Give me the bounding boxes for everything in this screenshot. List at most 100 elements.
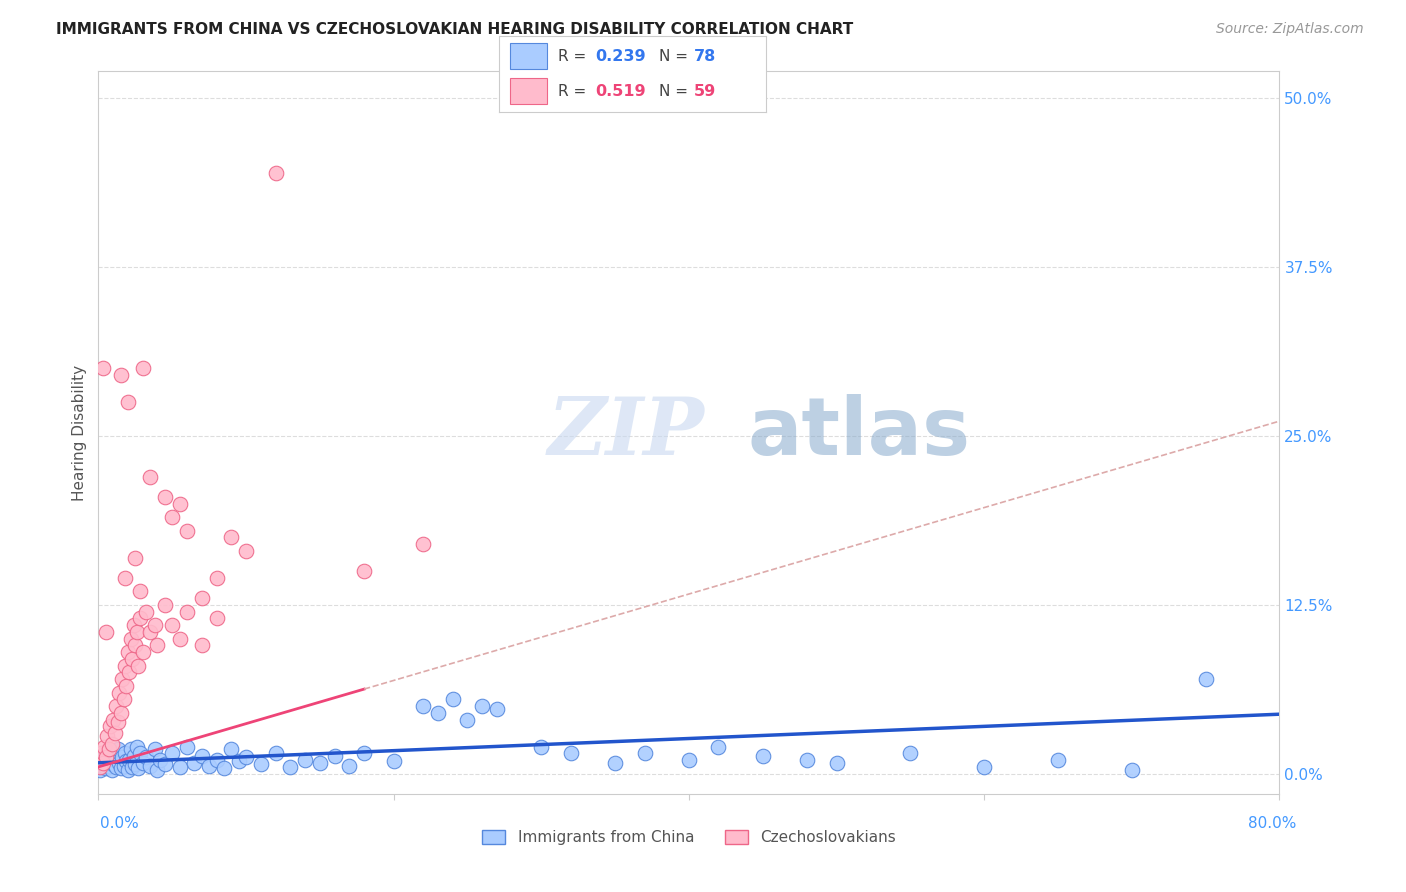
Point	[530, 739, 553, 754]
Text: atlas: atlas	[748, 393, 972, 472]
Point	[294, 753, 316, 767]
Point	[1121, 763, 1143, 777]
Point	[127, 658, 149, 673]
Point	[221, 742, 243, 756]
Point	[143, 742, 166, 756]
Text: N =: N =	[659, 84, 693, 98]
Point	[132, 645, 155, 659]
Point	[91, 760, 114, 774]
Point	[96, 729, 118, 743]
Point	[125, 624, 148, 639]
Point	[120, 742, 142, 756]
Legend: Immigrants from China, Czechoslovakians: Immigrants from China, Czechoslovakians	[477, 824, 901, 851]
Point	[412, 537, 434, 551]
Point	[412, 699, 434, 714]
Point	[678, 753, 700, 767]
Point	[900, 747, 922, 761]
Point	[104, 753, 127, 767]
Point	[117, 763, 139, 777]
Point	[120, 632, 142, 646]
Point	[89, 763, 111, 777]
Point	[707, 739, 730, 754]
Point	[149, 753, 172, 767]
Point	[153, 757, 176, 772]
Point	[382, 755, 405, 769]
Point	[105, 699, 128, 714]
Point	[107, 715, 129, 730]
Bar	[510, 44, 547, 69]
Text: ZIP: ZIP	[547, 394, 704, 471]
Point	[486, 702, 509, 716]
Point	[191, 638, 214, 652]
Text: 0.0%: 0.0%	[100, 816, 139, 831]
Point	[105, 760, 128, 774]
Point	[118, 753, 141, 767]
Point	[176, 739, 198, 754]
Point	[235, 750, 257, 764]
Point	[973, 760, 995, 774]
Point	[228, 755, 250, 769]
Point	[124, 638, 146, 652]
Point	[634, 747, 657, 761]
Point	[97, 742, 120, 756]
Point	[89, 760, 111, 774]
Point	[135, 605, 157, 619]
Text: Source: ZipAtlas.com: Source: ZipAtlas.com	[1216, 22, 1364, 37]
Point	[139, 624, 162, 639]
Point	[132, 756, 155, 770]
Point	[91, 361, 114, 376]
Point	[112, 692, 135, 706]
Point	[471, 699, 494, 714]
Point	[146, 763, 169, 777]
Point	[103, 713, 125, 727]
Point	[339, 758, 361, 772]
Point	[191, 591, 214, 605]
Point	[91, 756, 114, 770]
Point	[162, 510, 183, 524]
Point	[98, 719, 121, 733]
Point	[128, 611, 150, 625]
Point	[132, 361, 155, 376]
Point	[127, 761, 149, 775]
Point	[1195, 672, 1218, 686]
Point	[796, 753, 818, 767]
Point	[103, 757, 125, 772]
Point	[121, 652, 143, 666]
Text: IMMIGRANTS FROM CHINA VS CZECHOSLOVAKIAN HEARING DISABILITY CORRELATION CHART: IMMIGRANTS FROM CHINA VS CZECHOSLOVAKIAN…	[56, 22, 853, 37]
Point	[111, 750, 134, 764]
Point	[153, 490, 176, 504]
Point	[752, 749, 775, 764]
Point	[125, 739, 148, 754]
Point	[112, 758, 135, 772]
Point	[110, 761, 132, 775]
Point	[183, 756, 205, 770]
Text: 80.0%: 80.0%	[1249, 816, 1296, 831]
Point	[212, 761, 235, 775]
Point	[124, 550, 146, 565]
Point	[100, 763, 122, 777]
Point	[107, 742, 129, 756]
Point	[122, 749, 145, 764]
Point	[280, 760, 302, 774]
Point	[250, 757, 273, 772]
Point	[1047, 753, 1070, 767]
Point	[110, 706, 132, 720]
Point	[139, 758, 162, 772]
Text: R =: R =	[558, 49, 591, 63]
Point	[90, 747, 112, 761]
Point	[235, 543, 257, 558]
Point	[560, 747, 582, 761]
Point	[205, 571, 228, 585]
Text: R =: R =	[558, 84, 591, 98]
Point	[110, 368, 132, 383]
Point	[121, 760, 143, 774]
Point	[90, 756, 112, 770]
Point	[264, 166, 287, 180]
Point	[128, 584, 150, 599]
Point	[128, 747, 150, 761]
Point	[198, 758, 221, 772]
Point	[605, 756, 627, 770]
Point	[162, 618, 183, 632]
Point	[100, 737, 122, 751]
Point	[191, 749, 214, 764]
